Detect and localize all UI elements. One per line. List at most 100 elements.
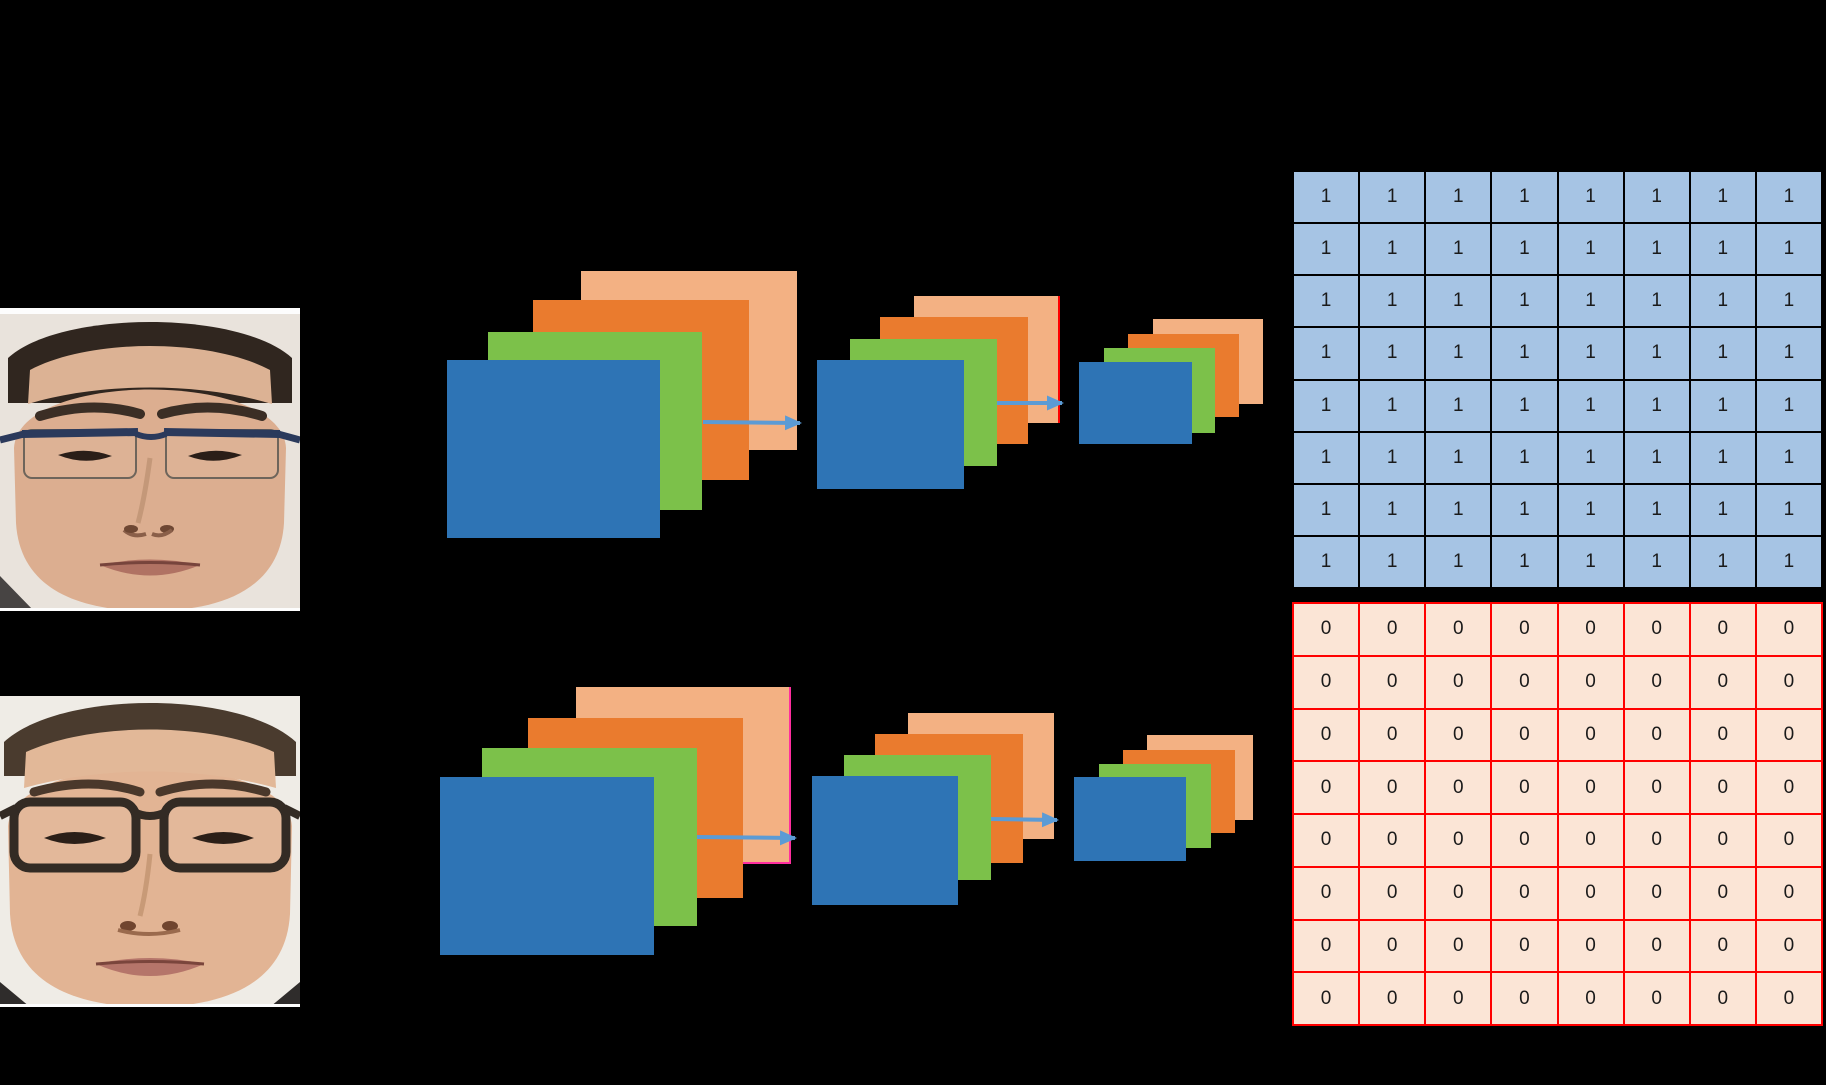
grid-cell: 1 xyxy=(1756,276,1821,327)
grid-cell: 0 xyxy=(1756,920,1821,972)
grid-cell: 1 xyxy=(1690,536,1755,587)
grid-cell: 1 xyxy=(1756,328,1821,379)
collar-left xyxy=(0,982,30,1007)
grid-cell: 1 xyxy=(1360,276,1425,327)
grid-cell: 0 xyxy=(1690,604,1755,655)
grid-cell: 0 xyxy=(1294,920,1359,972)
grid-cell: 0 xyxy=(1360,867,1425,919)
grid-cell: 0 xyxy=(1492,656,1557,708)
grid-cell: 1 xyxy=(1690,328,1755,379)
right-eyebrow xyxy=(155,779,271,797)
magenta-edge-line-right xyxy=(789,687,791,864)
grid-cell: 1 xyxy=(1756,432,1821,483)
left-eyebrow xyxy=(29,779,145,797)
grid-cell: 0 xyxy=(1492,762,1557,813)
feature-map-r1s1-blue xyxy=(447,360,660,538)
grid-cell: 1 xyxy=(1558,328,1623,379)
grid-cell: 1 xyxy=(1756,380,1821,431)
grid-cell: 1 xyxy=(1426,380,1491,431)
eyes xyxy=(44,832,254,844)
forehead xyxy=(28,346,272,404)
grid-cell: 0 xyxy=(1294,973,1359,1024)
photo-top-strip xyxy=(0,308,300,314)
grid-cell: 0 xyxy=(1690,709,1755,761)
grid-cell: 1 xyxy=(1360,380,1425,431)
grid-cell: 1 xyxy=(1690,380,1755,431)
lips xyxy=(99,559,201,576)
grid-cell: 0 xyxy=(1360,762,1425,813)
grid-cell: 0 xyxy=(1294,709,1359,761)
grid-cell: 1 xyxy=(1756,484,1821,535)
grid-cell: 1 xyxy=(1492,380,1557,431)
grid-cell: 1 xyxy=(1690,172,1755,223)
grid-cell: 1 xyxy=(1492,536,1557,587)
grid-cell: 0 xyxy=(1492,604,1557,655)
forehead xyxy=(24,729,276,788)
grid-cell: 0 xyxy=(1624,762,1689,813)
input-face-photo-bottom xyxy=(0,696,300,1007)
photo-bottom-strip xyxy=(0,1004,300,1007)
photo-bottom-strip xyxy=(0,608,300,611)
grid-cell: 1 xyxy=(1690,224,1755,275)
grid-cell: 1 xyxy=(1426,328,1491,379)
grid-cell: 1 xyxy=(1624,380,1689,431)
grid-cell: 1 xyxy=(1624,224,1689,275)
grid-cell: 1 xyxy=(1690,484,1755,535)
grid-cell: 1 xyxy=(1426,276,1491,327)
grid-cell: 0 xyxy=(1426,920,1491,972)
face-skin xyxy=(14,389,286,611)
grid-cell: 1 xyxy=(1294,432,1359,483)
feature-map-r2s3-blue xyxy=(1074,777,1186,861)
grid-cell: 0 xyxy=(1558,867,1623,919)
grid-cell: 0 xyxy=(1426,709,1491,761)
grid-cell: 0 xyxy=(1294,656,1359,708)
grid-cell: 1 xyxy=(1426,484,1491,535)
grid-cell: 0 xyxy=(1756,762,1821,813)
grid-cell: 1 xyxy=(1690,432,1755,483)
grid-cell: 1 xyxy=(1294,536,1359,587)
grid-cell: 1 xyxy=(1558,224,1623,275)
grid-cell: 1 xyxy=(1294,172,1359,223)
grid-cell: 1 xyxy=(1492,432,1557,483)
grid-cell: 0 xyxy=(1558,709,1623,761)
lips xyxy=(95,958,205,976)
grid-cell: 1 xyxy=(1756,224,1821,275)
grid-cell: 1 xyxy=(1426,536,1491,587)
left-eyebrow xyxy=(35,402,145,421)
grid-cell: 1 xyxy=(1624,484,1689,535)
grid-cell: 0 xyxy=(1492,973,1557,1024)
grid-cell: 0 xyxy=(1756,973,1821,1024)
nose xyxy=(117,853,181,936)
grid-cell: 0 xyxy=(1492,815,1557,866)
grid-cell: 0 xyxy=(1294,762,1359,813)
grid-cell: 0 xyxy=(1360,709,1425,761)
feature-map-r1s3-blue xyxy=(1079,362,1192,444)
grid-cell: 1 xyxy=(1360,224,1425,275)
grid-cell: 0 xyxy=(1624,656,1689,708)
grid-cell: 1 xyxy=(1558,380,1623,431)
grid-cell: 0 xyxy=(1426,604,1491,655)
grid-cell: 0 xyxy=(1426,815,1491,866)
grid-cell: 0 xyxy=(1294,604,1359,655)
grid-cell: 1 xyxy=(1492,276,1557,327)
input-face-photo-top xyxy=(0,308,300,611)
grid-cell: 1 xyxy=(1624,536,1689,587)
grid-cell: 0 xyxy=(1690,815,1755,866)
grid-cell: 0 xyxy=(1360,656,1425,708)
grid-cell: 0 xyxy=(1558,920,1623,972)
collar xyxy=(0,576,34,611)
face-top-illustration xyxy=(0,308,300,611)
grid-cell: 1 xyxy=(1558,536,1623,587)
grid-cell: 0 xyxy=(1558,656,1623,708)
grid-cell: 1 xyxy=(1756,172,1821,223)
grid-cell: 1 xyxy=(1624,432,1689,483)
grid-cell: 0 xyxy=(1558,973,1623,1024)
grid-cell: 1 xyxy=(1294,276,1359,327)
grid-cell: 0 xyxy=(1558,815,1623,866)
grid-cell: 1 xyxy=(1360,328,1425,379)
grid-cell: 0 xyxy=(1690,867,1755,919)
grid-cell: 1 xyxy=(1624,328,1689,379)
